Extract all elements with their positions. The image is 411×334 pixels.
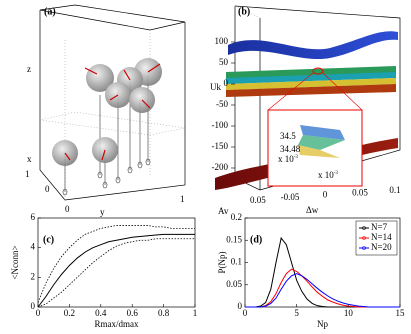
- inset-scale: x 10-3: [278, 154, 298, 164]
- inset-surface: [298, 145, 340, 158]
- x-tick-label: 0: [243, 308, 248, 318]
- y-tick-label: 0.05: [226, 279, 242, 289]
- inset-scale-exp: -3: [334, 171, 339, 176]
- legend-label: N=14: [371, 232, 392, 242]
- panel-label: (c): [43, 234, 54, 245]
- y-tick-label: 0.1: [389, 185, 400, 195]
- x-tick-label: 0.2: [64, 308, 75, 318]
- z-tick-label: -150: [212, 141, 229, 151]
- axis-label: Uk: [210, 82, 221, 92]
- tick-label: 0: [45, 184, 50, 194]
- inset-surface: [300, 125, 345, 140]
- inset-scale-base: x 10: [318, 170, 334, 180]
- line: [37, 233, 195, 308]
- surface: [228, 31, 398, 60]
- surface: [226, 84, 396, 97]
- y-tick-label: 0: [323, 190, 328, 200]
- tick-label: 0.05: [250, 195, 266, 205]
- y-axis-label: <Nconn>: [10, 245, 20, 279]
- axis-label: Δw: [306, 205, 319, 215]
- y-tick-label: 4: [31, 242, 36, 252]
- box: [39, 4, 186, 31]
- legend-label: N=20: [371, 242, 392, 252]
- y-tick-label: 2: [31, 271, 36, 281]
- inset-scale: x 10-3: [318, 170, 338, 180]
- y-tick-label: 0.2: [231, 212, 242, 222]
- panel-label: (b): [238, 6, 250, 17]
- tick-label: 1: [180, 194, 185, 204]
- tick-label: 0: [65, 204, 70, 214]
- z-tick-label: 100: [215, 36, 229, 46]
- arrows: [64, 63, 161, 161]
- panel-label: (a): [44, 6, 56, 17]
- legend-marker: [362, 246, 366, 250]
- panel-a: (a) z x y 0 1 0 1: [25, 4, 186, 217]
- surface: [226, 72, 396, 84]
- zoom-line: [267, 72, 314, 111]
- x-axis-label: Np: [317, 319, 328, 329]
- tick-label: 1: [25, 169, 30, 179]
- inset-tick-label: 34.5: [280, 131, 296, 141]
- z-tick-label: 0: [224, 78, 229, 88]
- surface: [226, 78, 396, 90]
- inset-scale-base: x 10: [278, 154, 294, 164]
- x-tick-label: 5: [294, 308, 299, 318]
- zoom-line: [322, 72, 363, 111]
- inset-scale-exp: -3: [294, 155, 299, 160]
- spheres: [52, 58, 162, 166]
- x-tick-label: 0: [36, 308, 41, 318]
- legend-marker: [362, 226, 366, 230]
- y-tick-label: 0: [238, 301, 243, 311]
- inset-surface: [298, 135, 345, 150]
- z-tick-label: -200: [212, 162, 229, 172]
- axis-label: x: [27, 154, 32, 164]
- x-tick-label: 0.6: [127, 308, 139, 318]
- line: [37, 238, 195, 308]
- y-axis-label: P(Np): [217, 251, 227, 273]
- y-tick-label: 0: [31, 301, 36, 311]
- inset: [267, 109, 363, 187]
- line: [245, 273, 400, 308]
- zoom-marker: [312, 67, 324, 75]
- z-tick-label: -50: [216, 99, 228, 109]
- legend-label: N=7: [371, 222, 388, 232]
- x-tick-label: 15: [396, 308, 406, 318]
- plot-frame: [37, 217, 196, 308]
- plane: [39, 111, 186, 136]
- panel-b: (b) Uk Av Δw 0.05 34.5 34.48 x 10-3 x 10…: [210, 5, 401, 216]
- x-tick-label: 1: [193, 308, 198, 318]
- y-tick-label: 0.05: [352, 187, 368, 197]
- x-tick-label: 0.8: [158, 308, 170, 318]
- panel-label: (d): [250, 234, 262, 245]
- y-tick-label: 6: [31, 212, 36, 222]
- z-tick-label: -100: [212, 120, 229, 130]
- line: [37, 225, 195, 303]
- y-tick-label: -0.05: [281, 192, 300, 202]
- y-tick-label: 0.15: [226, 234, 242, 244]
- x-tick-label: 0.4: [95, 308, 107, 318]
- legend-marker: [362, 236, 366, 240]
- x-axis-label: Rmax/dmax: [95, 319, 139, 329]
- axis-label: Av: [218, 206, 229, 216]
- axis-label: z: [27, 64, 31, 74]
- axis-label: y: [100, 207, 105, 217]
- x-tick-label: 10: [344, 308, 354, 318]
- inset-tick-label: 34.48: [280, 144, 301, 154]
- z-tick-label: 50: [219, 57, 229, 67]
- y-tick-label: 0.1: [231, 257, 242, 267]
- line: [245, 268, 400, 308]
